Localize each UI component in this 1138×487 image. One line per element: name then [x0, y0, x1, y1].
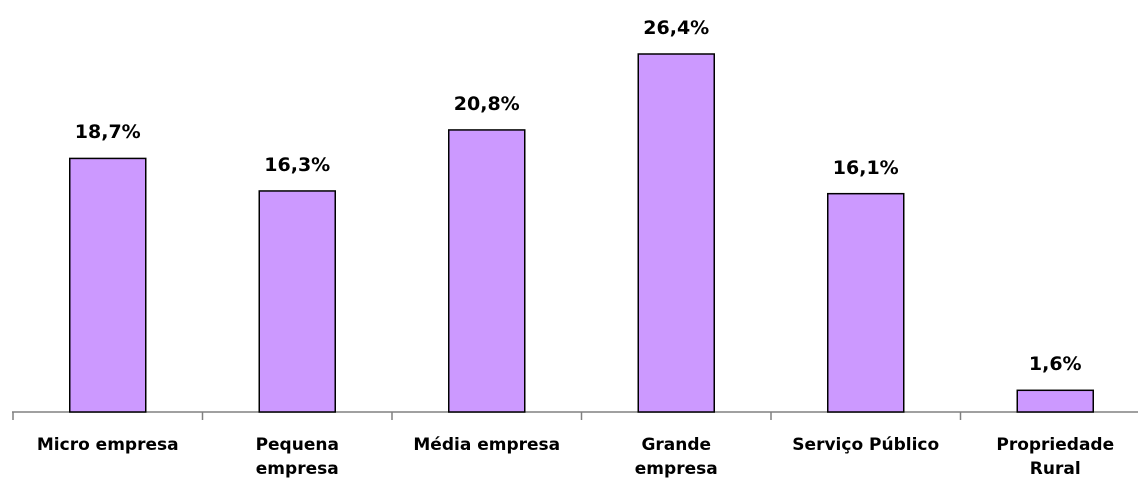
- category-label: Serviço Público: [792, 435, 940, 455]
- bar: [258, 190, 336, 413]
- bar: [1016, 389, 1094, 413]
- category-label: Média empresa: [413, 435, 561, 455]
- value-label: 20,8%: [453, 92, 520, 115]
- bar: [448, 129, 526, 413]
- category-label: Grande empresa: [634, 435, 718, 479]
- category-label: Pequena empresa: [255, 435, 339, 479]
- value-label: 16,3%: [264, 153, 331, 176]
- bar: [69, 157, 147, 413]
- value-label: 16,1%: [832, 156, 899, 179]
- value-label: 26,4%: [643, 17, 710, 39]
- value-label: 1,6%: [1028, 353, 1082, 376]
- value-label: 18,7%: [74, 121, 141, 144]
- category-label: Micro empresa: [36, 435, 179, 455]
- category-label: Propriedade Rural: [996, 435, 1115, 479]
- bar: [637, 53, 715, 413]
- bar: [827, 192, 905, 413]
